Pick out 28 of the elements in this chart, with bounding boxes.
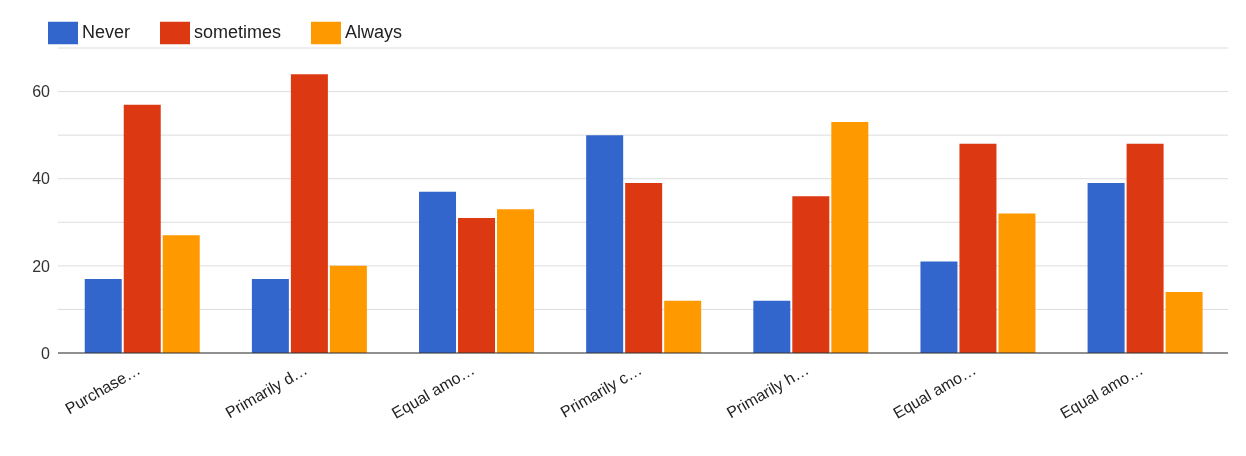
bar [251, 278, 289, 353]
bar [753, 300, 791, 353]
legend-label: Always [345, 21, 403, 42]
bar [497, 209, 535, 353]
legend-label: sometimes [194, 21, 282, 42]
bar [419, 191, 457, 353]
y-tick-label: 0 [41, 344, 51, 362]
bar [123, 104, 161, 353]
bar [162, 235, 200, 353]
bar [959, 143, 997, 353]
bar [84, 278, 122, 353]
bar [920, 261, 958, 353]
bar [329, 265, 367, 353]
bar [458, 217, 496, 353]
bar [664, 300, 702, 353]
bar [290, 74, 328, 353]
y-tick-label: 40 [32, 170, 51, 188]
bar [998, 213, 1036, 353]
bar [1087, 183, 1125, 353]
bar [586, 135, 624, 353]
bar [1165, 292, 1203, 353]
y-tick-label: 20 [32, 257, 51, 275]
bar [1126, 143, 1164, 353]
y-tick-label: 60 [32, 83, 51, 101]
legend-label: Never [82, 21, 131, 42]
bar [792, 196, 830, 353]
bar [831, 122, 869, 353]
bar [625, 183, 663, 353]
